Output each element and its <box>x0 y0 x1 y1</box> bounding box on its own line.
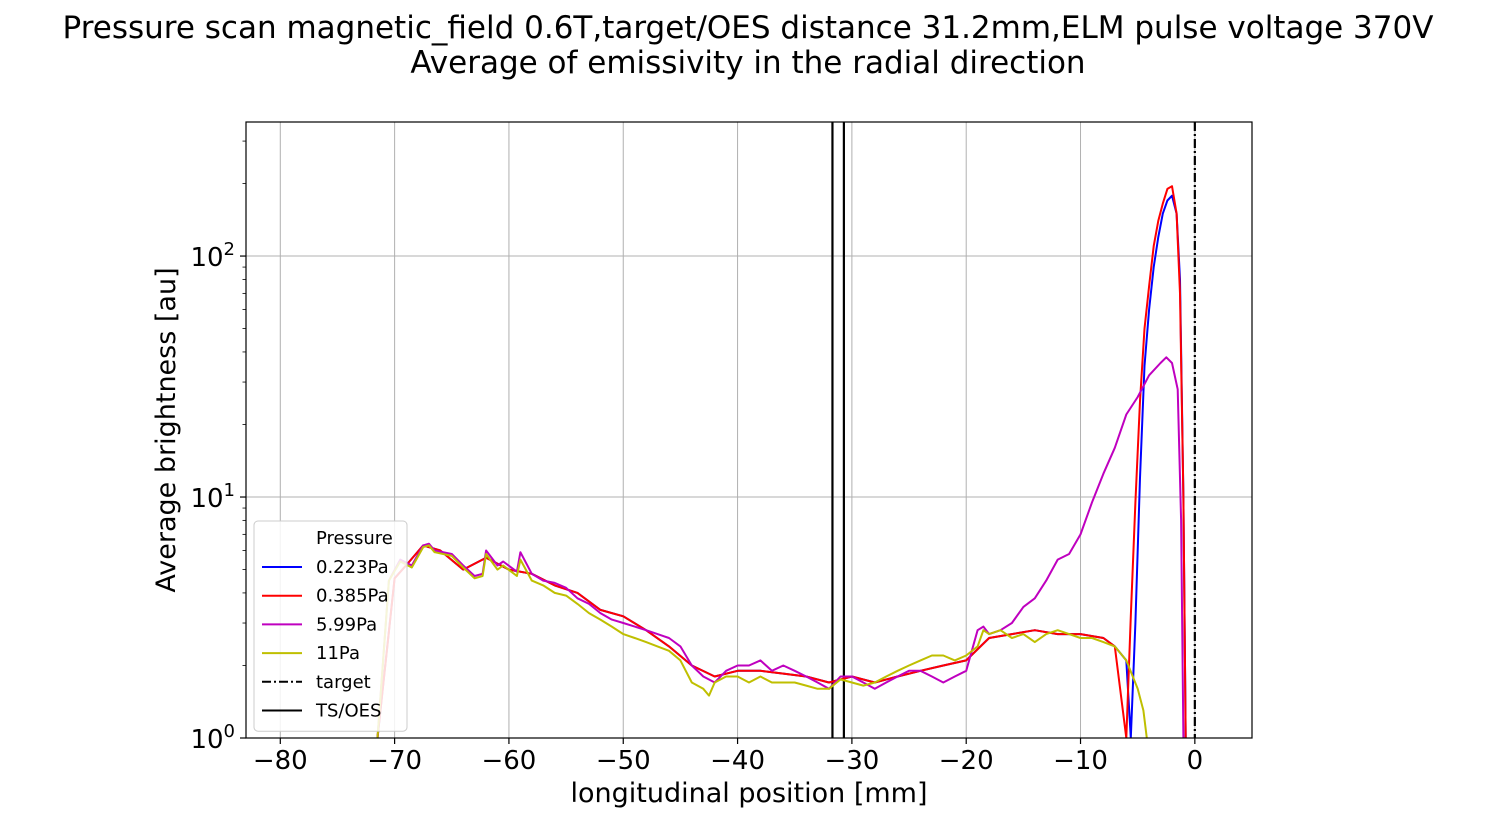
series-line-1 <box>376 185 1187 738</box>
plot-frame <box>245 121 1253 739</box>
grid <box>246 122 1252 739</box>
x-tick-label: −80 <box>253 746 308 776</box>
legend-label-5: TS/OES <box>315 701 381 722</box>
series-line-2 <box>376 356 1185 738</box>
y-tick-label: 100 <box>190 721 235 755</box>
x-tick-label: −40 <box>710 746 765 776</box>
series-lines <box>376 185 1187 738</box>
reference-lines <box>831 122 1196 738</box>
x-tick-label: −60 <box>481 746 536 776</box>
legend: Pressure 0.223Pa 0.385Pa 5.99Pa 11Pa target TS… <box>253 520 408 732</box>
legend-label-1: 0.385Pa <box>316 586 389 607</box>
x-tick-label: −50 <box>596 746 651 776</box>
legend-box <box>253 520 408 732</box>
legend-label-2: 5.99Pa <box>316 614 377 635</box>
x-tick-label: 0 <box>1187 746 1204 776</box>
series-line-0 <box>376 194 1187 738</box>
chart-subtitle: Average of emissivity in the radial dire… <box>410 45 1086 81</box>
x-tick-label: −70 <box>367 746 422 776</box>
legend-label-3: 11Pa <box>316 643 360 664</box>
chart-title: Pressure scan magnetic_field 0.6T,target… <box>62 10 1434 46</box>
y-tick-label: 102 <box>190 239 235 273</box>
series-line-3 <box>376 544 1148 738</box>
x-tick-label: −30 <box>824 746 879 776</box>
y-tick-label: 101 <box>190 480 235 514</box>
axis-ticks: −80 −70 −60 −50 −40 −30 −20 −10 0 100 101 102 <box>190 140 1204 776</box>
legend-label-4: target <box>316 672 371 693</box>
x-axis-label: longitudinal position [mm] <box>570 778 927 809</box>
x-tick-label: −10 <box>1053 746 1108 776</box>
legend-title: Pressure <box>316 528 393 549</box>
y-axis-label: Average brightness [au] <box>151 267 182 592</box>
legend-label-0: 0.223Pa <box>316 557 389 578</box>
x-tick-label: −20 <box>939 746 994 776</box>
